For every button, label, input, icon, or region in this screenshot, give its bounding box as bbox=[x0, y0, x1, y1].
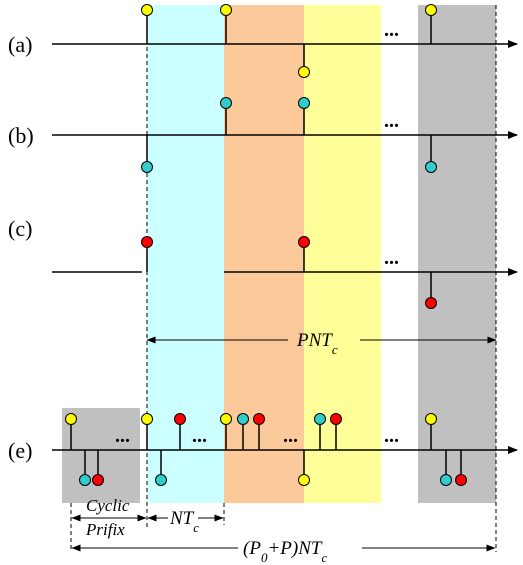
dimension-pnt-label: PNTc bbox=[296, 330, 338, 357]
pulse-cyan bbox=[314, 413, 326, 425]
dimension-nt-label: NTc bbox=[169, 508, 199, 535]
dimension-total-label: (P0+P)NTc bbox=[243, 538, 327, 565]
ellipsis-row-b: ... bbox=[384, 110, 399, 132]
pulse-yellow bbox=[220, 413, 232, 425]
pulse-cyan bbox=[425, 161, 437, 173]
band-gray-right bbox=[418, 5, 496, 503]
band-cyan bbox=[147, 5, 224, 503]
pulses-row-e bbox=[65, 413, 467, 486]
ellipsis-row-c: ... bbox=[384, 247, 399, 269]
pulse-cyan bbox=[440, 474, 452, 486]
pulse-red bbox=[253, 413, 265, 425]
pulse-yellow bbox=[425, 413, 437, 425]
pulse-cyan bbox=[237, 413, 249, 425]
row-label-e: (e) bbox=[8, 438, 32, 463]
ellipsis-row-e-1: ... bbox=[115, 425, 130, 447]
pulse-red bbox=[330, 413, 342, 425]
pulse-yellow bbox=[298, 474, 310, 486]
band-gray-cyclic-prefix bbox=[62, 408, 140, 503]
pulse-yellow bbox=[65, 413, 77, 425]
pulse-red bbox=[174, 413, 186, 425]
pulse-yellow bbox=[220, 4, 232, 16]
ellipsis-row-a: ... bbox=[384, 19, 399, 41]
pulse-red bbox=[298, 236, 310, 248]
pulse-cyan bbox=[298, 97, 310, 109]
pulse-red bbox=[425, 297, 437, 309]
pulses-row-c bbox=[141, 236, 437, 309]
cyclic-prefix-label-line1: Cyclic bbox=[86, 496, 130, 515]
pulses-row-b bbox=[141, 97, 437, 173]
cyclic-prefix-label-line2: Prifix bbox=[85, 520, 125, 539]
band-yellow bbox=[304, 5, 381, 503]
row-label-b: (b) bbox=[8, 123, 34, 148]
pulse-red bbox=[455, 474, 467, 486]
pulse-red bbox=[141, 236, 153, 248]
pulse-cyan bbox=[79, 474, 91, 486]
pulse-cyan bbox=[155, 474, 167, 486]
pulses-row-a bbox=[141, 4, 437, 78]
row-label-c: (c) bbox=[8, 216, 32, 241]
ellipsis-row-e-3: ... bbox=[283, 425, 298, 447]
ellipsis-row-e-4: ... bbox=[384, 425, 399, 447]
pulse-cyan bbox=[141, 161, 153, 173]
pulse-yellow bbox=[141, 4, 153, 16]
pulse-yellow bbox=[298, 66, 310, 78]
ellipsis-row-e-2: ... bbox=[192, 425, 207, 447]
pulse-cyan bbox=[220, 97, 232, 109]
pulse-yellow bbox=[425, 4, 437, 16]
pulse-red bbox=[92, 474, 104, 486]
pulse-yellow bbox=[141, 413, 153, 425]
row-label-a: (a) bbox=[8, 32, 32, 57]
